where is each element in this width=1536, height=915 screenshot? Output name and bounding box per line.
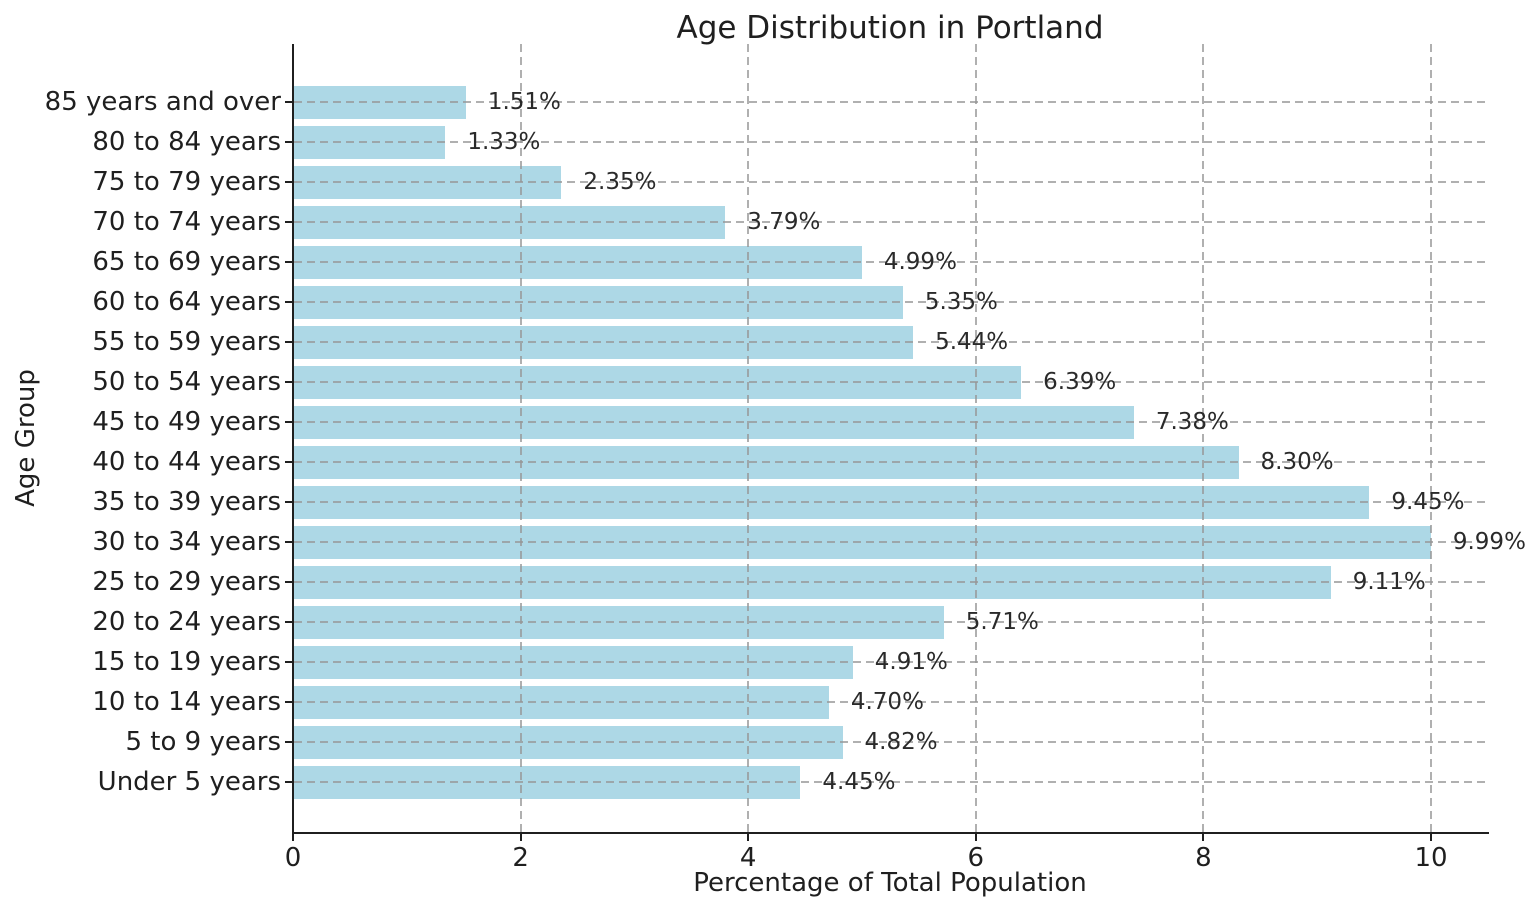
horizontal-gridline — [294, 261, 1487, 263]
y-tick-label: 80 to 84 years — [92, 127, 281, 157]
y-tick-mark — [285, 101, 292, 103]
y-tick-mark — [285, 781, 292, 783]
y-tick-label: 45 to 49 years — [92, 407, 281, 437]
x-tick-label: 4 — [739, 843, 757, 873]
y-tick-label: 20 to 24 years — [92, 607, 281, 637]
bar-value-label: 5.71% — [965, 609, 1039, 635]
horizontal-gridline — [294, 621, 1487, 623]
y-tick-mark — [285, 141, 292, 143]
horizontal-gridline — [294, 461, 1487, 463]
vertical-gridline — [747, 44, 750, 832]
y-tick-mark — [285, 621, 292, 623]
y-tick-mark — [285, 181, 292, 183]
x-tick-mark — [974, 834, 977, 841]
y-tick-label: Under 5 years — [97, 767, 281, 797]
bar-value-label: 4.45% — [822, 769, 896, 795]
horizontal-gridline — [294, 781, 1487, 783]
y-tick-label: 10 to 14 years — [92, 687, 281, 717]
x-tick-mark — [1430, 834, 1432, 841]
x-tick-mark — [747, 834, 750, 841]
y-tick-mark — [285, 261, 292, 263]
y-tick-label: 70 to 74 years — [92, 207, 281, 237]
bar-value-label: 5.35% — [924, 289, 998, 315]
bar-value-label: 4.99% — [883, 249, 957, 275]
bar-value-label: 2.35% — [583, 169, 657, 195]
x-tick-label: 0 — [284, 843, 302, 873]
y-tick-label: 50 to 54 years — [92, 367, 281, 397]
bar-value-label: 8.30% — [1260, 449, 1334, 475]
y-tick-label: 55 to 59 years — [92, 327, 281, 357]
bar-value-label: 1.51% — [487, 89, 561, 115]
bar-value-label: 9.11% — [1352, 569, 1426, 595]
bar-value-label: 5.44% — [935, 329, 1009, 355]
bar-value-label: 1.33% — [467, 129, 541, 155]
bar-value-label: 4.70% — [850, 689, 924, 715]
y-tick-mark — [285, 381, 292, 383]
x-tick-label: 10 — [1414, 843, 1448, 873]
x-tick-mark — [519, 834, 522, 841]
y-tick-label: 75 to 79 years — [92, 167, 281, 197]
y-tick-label: 15 to 19 years — [92, 647, 281, 677]
y-tick-label: 65 to 69 years — [92, 247, 281, 277]
y-tick-label: 5 to 9 years — [125, 727, 281, 757]
y-tick-label: 25 to 29 years — [92, 567, 281, 597]
vertical-gridline — [974, 44, 977, 832]
horizontal-gridline — [294, 381, 1487, 383]
y-tick-mark — [285, 421, 292, 423]
horizontal-gridline — [294, 741, 1487, 743]
y-tick-label: 40 to 44 years — [92, 447, 281, 477]
x-axis-label: Percentage of Total Population — [693, 868, 1087, 898]
y-tick-mark — [285, 541, 292, 543]
bar-value-label: 7.38% — [1155, 409, 1229, 435]
horizontal-gridline — [294, 701, 1487, 703]
horizontal-gridline — [294, 501, 1487, 503]
y-tick-label: 35 to 39 years — [92, 487, 281, 517]
y-tick-label: 85 years and over — [44, 87, 281, 117]
y-tick-mark — [285, 701, 292, 703]
vertical-gridline — [1430, 44, 1432, 832]
horizontal-gridline — [294, 141, 1487, 143]
y-tick-mark — [285, 741, 292, 743]
y-tick-mark — [285, 221, 292, 223]
y-tick-mark — [285, 461, 292, 463]
horizontal-gridline — [294, 541, 1487, 543]
x-axis-spine — [292, 832, 1489, 834]
horizontal-gridline — [294, 421, 1487, 423]
y-tick-mark — [285, 581, 292, 583]
bar-value-label: 9.99% — [1452, 529, 1526, 555]
x-tick-label: 8 — [1195, 843, 1212, 873]
bar-value-label: 3.79% — [747, 209, 821, 235]
y-tick-mark — [285, 661, 292, 663]
y-axis-spine — [292, 44, 294, 834]
horizontal-gridline — [294, 301, 1487, 303]
vertical-gridline — [1202, 44, 1205, 832]
horizontal-gridline — [294, 341, 1487, 343]
x-tick-label: 6 — [967, 843, 985, 873]
bar-value-label: 4.91% — [874, 649, 948, 675]
x-tick-mark — [1202, 834, 1205, 841]
horizontal-gridline — [294, 581, 1487, 583]
vertical-gridline — [519, 44, 522, 832]
bar-value-label: 6.39% — [1043, 369, 1117, 395]
bar-value-label: 4.82% — [864, 729, 938, 755]
chart-title: Age Distribution in Portland — [676, 10, 1104, 46]
y-tick-mark — [285, 341, 292, 343]
y-tick-mark — [285, 501, 292, 503]
x-tick-mark — [292, 834, 294, 841]
horizontal-gridline — [294, 661, 1487, 663]
y-tick-mark — [285, 301, 292, 303]
y-tick-label: 60 to 64 years — [92, 287, 281, 317]
bar-value-label: 9.45% — [1391, 489, 1465, 515]
x-tick-label: 2 — [512, 843, 529, 873]
horizontal-gridline — [294, 221, 1487, 223]
horizontal-gridline — [294, 101, 1487, 103]
horizontal-gridline — [294, 181, 1487, 183]
y-tick-label: 30 to 34 years — [92, 527, 281, 557]
